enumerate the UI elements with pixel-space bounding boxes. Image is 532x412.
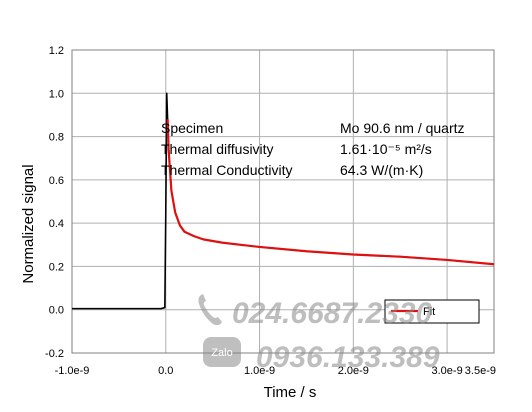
y-tick-label: 0.2	[49, 261, 64, 273]
y-axis-label: Normalized signal	[20, 164, 37, 283]
x-tick-label: 1.0e-9	[244, 365, 275, 377]
annotation-label: Specimen	[161, 120, 223, 136]
annotation-label: Thermal diffusivity	[161, 141, 274, 157]
annotation-box: Specimen Mo 90.6 nm / quartz Thermal diffu…	[161, 120, 465, 178]
watermark-phone-1: 024.6687.2330	[232, 297, 433, 330]
watermark: 024.6687.2330 Zalo 0936.133.389	[198, 294, 440, 374]
legend-label: Fit	[423, 306, 435, 318]
watermark-phone-2: 0936.133.389	[256, 341, 440, 374]
x-tick-label: 3.0e-9	[432, 365, 463, 377]
y-tick-label: 1.2	[49, 45, 64, 57]
annotation-label: Thermal Conductivity	[161, 162, 293, 178]
x-tick-label: -1.0e-9	[55, 365, 90, 377]
plot-frame	[71, 49, 495, 354]
y-tick-label: 0.8	[49, 132, 64, 144]
annotation-value: 1.61·10⁻⁵ m²/s	[340, 141, 432, 157]
x-tick-label: 2.0e-9	[338, 365, 369, 377]
y-tick-label: 0.4	[49, 218, 64, 230]
x-tick-label: 0.0	[158, 365, 173, 377]
x-axis-label: Time / s	[264, 384, 317, 401]
annotation-value: Mo 90.6 nm / quartz	[340, 120, 465, 136]
y-tick-label: 1.0	[49, 88, 64, 100]
y-tick-label: -0.2	[45, 348, 64, 360]
zalo-label: Zalo	[211, 347, 232, 359]
series-layer	[72, 92, 495, 310]
fit-line	[166, 119, 495, 266]
y-tick-label: 0.6	[49, 175, 64, 187]
annotation-value: 64.3 W/(m·K)	[340, 162, 423, 178]
y-tick-label: 0.0	[49, 305, 64, 317]
zalo-icon	[203, 337, 241, 367]
phone-icon	[198, 294, 222, 326]
x-tick-labels: -1.0e-9 0.0 1.0e-9 2.0e-9 3.0e-9 3.5e-9	[55, 365, 496, 377]
y-tick-labels: -0.2 0.0 0.2 0.4 0.6 0.8 1.0 1.2	[45, 45, 64, 360]
legend-box	[384, 299, 480, 324]
legend: Fit	[384, 299, 480, 324]
x-tick-label: 3.5e-9	[465, 365, 496, 377]
